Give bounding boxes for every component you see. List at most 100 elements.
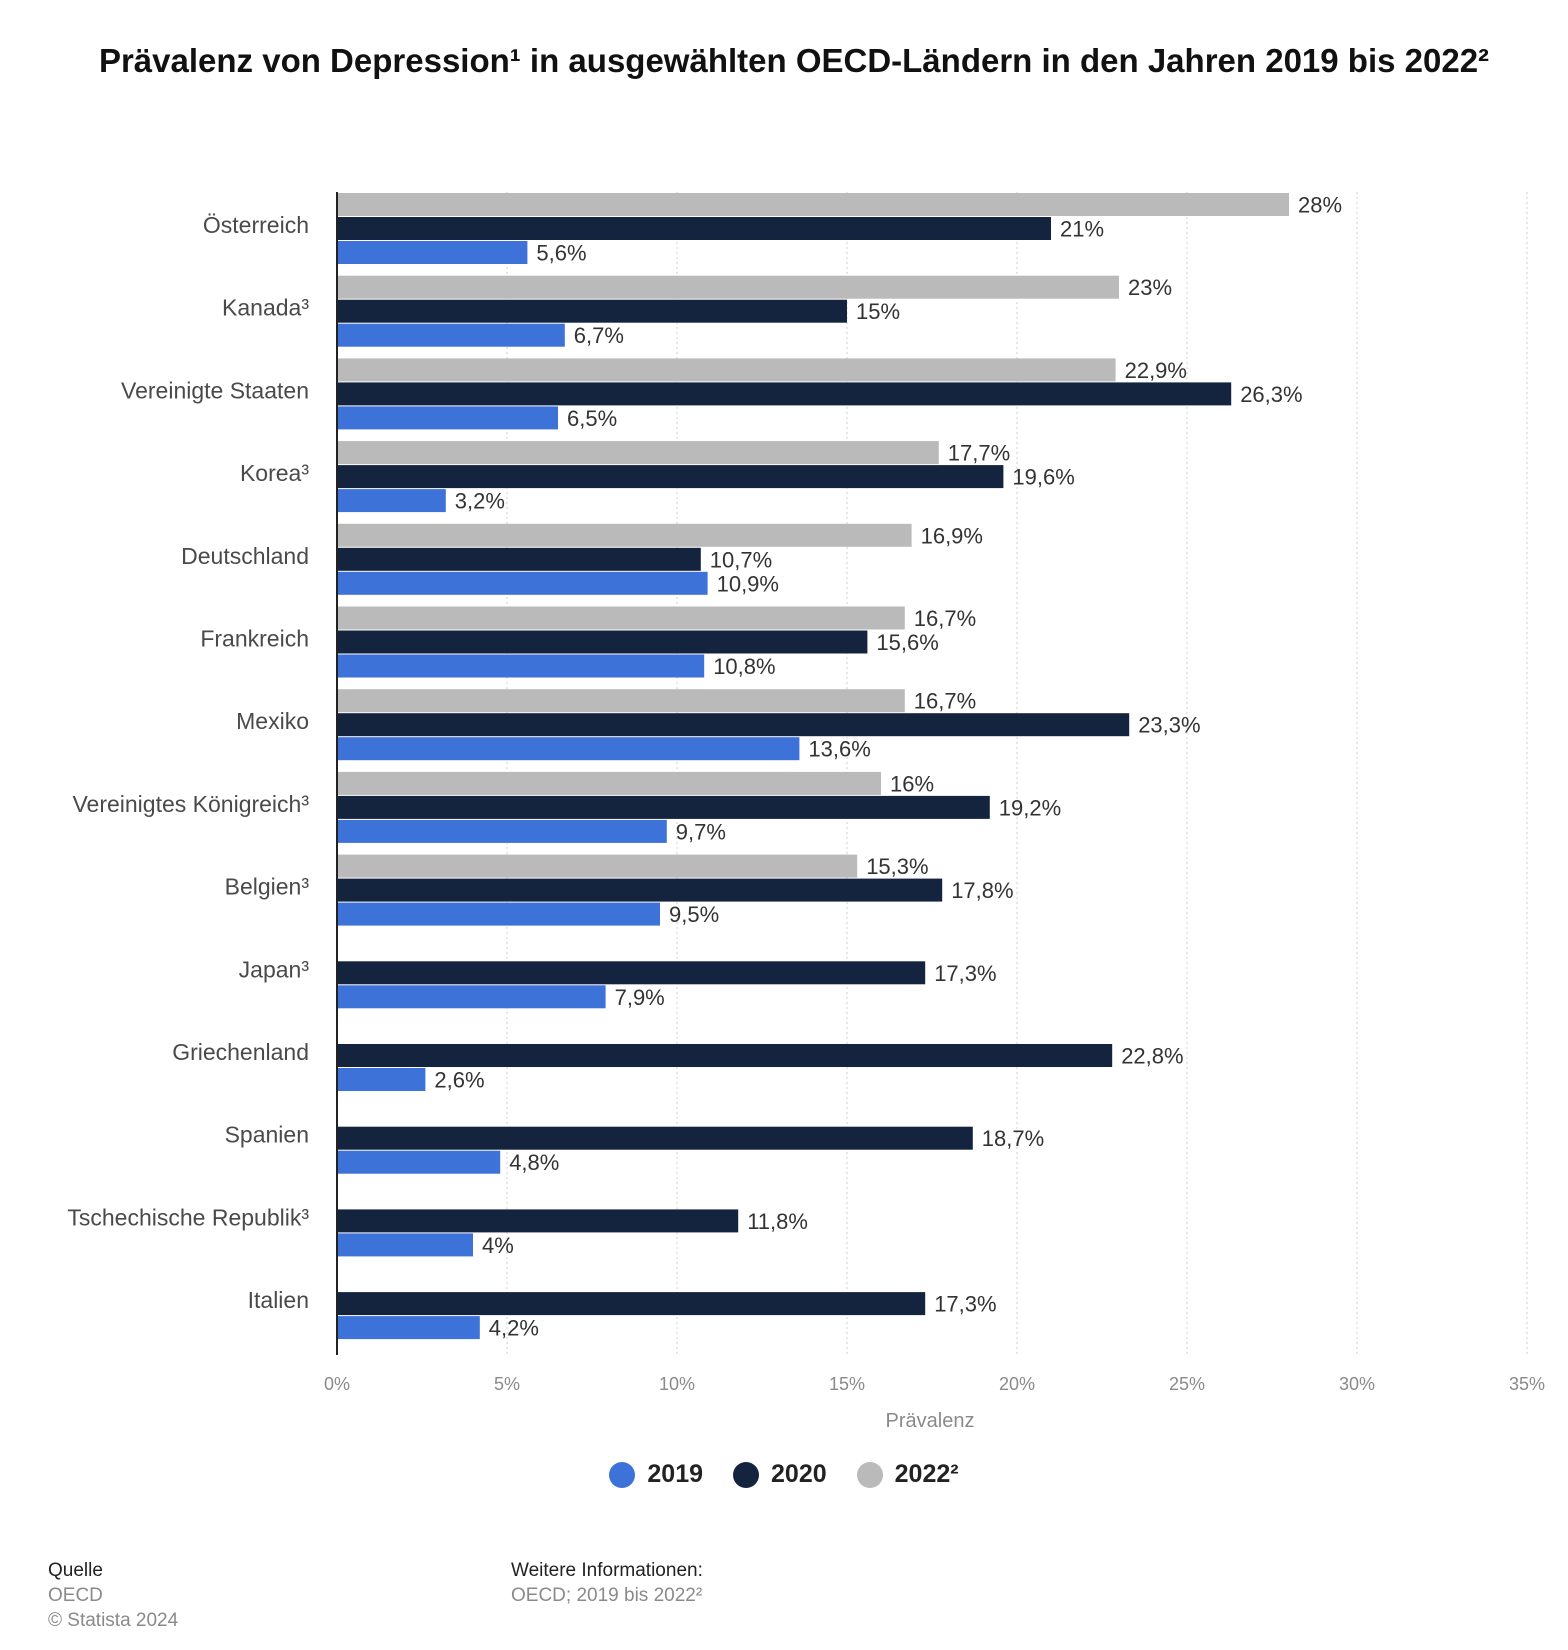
data-label: 4,2% [489, 1316, 539, 1341]
data-label: 5,6% [536, 241, 586, 266]
bar[interactable] [338, 1233, 473, 1257]
category-label: Mexiko [236, 708, 309, 734]
bar[interactable] [338, 547, 701, 571]
bar[interactable] [338, 630, 868, 654]
data-label: 26,3% [1240, 382, 1302, 407]
bar[interactable] [338, 1150, 501, 1174]
category-label: Kanada³ [222, 295, 309, 321]
bar[interactable] [338, 985, 606, 1009]
legend: 2019 2020 2022² [0, 1460, 1568, 1489]
data-label: 21% [1060, 217, 1104, 242]
bar[interactable] [338, 217, 1051, 240]
bar[interactable] [338, 465, 1004, 489]
x-axis-title: Prävalenz [886, 1410, 975, 1432]
bar[interactable] [338, 489, 446, 513]
bar[interactable] [338, 961, 926, 985]
data-label: 22,9% [1125, 358, 1187, 383]
data-label: 3,2% [455, 489, 505, 514]
data-label: 17,7% [948, 441, 1010, 466]
category-label: Spanien [225, 1122, 309, 1148]
x-tick-label: 5% [494, 1374, 520, 1394]
legend-label: 2022² [894, 1460, 959, 1488]
category-label: Vereinigtes Königreich³ [72, 791, 309, 817]
legend-item-2022[interactable]: 2022² [856, 1460, 959, 1489]
bar[interactable] [338, 406, 558, 430]
legend-item-2019[interactable]: 2019 [609, 1460, 703, 1489]
bar[interactable] [338, 689, 905, 713]
data-label: 15,3% [866, 854, 928, 879]
bar[interactable] [338, 1209, 739, 1233]
source-text[interactable]: OECD [48, 1585, 103, 1606]
category-label: Belgien³ [225, 874, 310, 900]
info-text: OECD; 2019 bis 2022² [511, 1585, 703, 1606]
bar[interactable] [338, 299, 847, 323]
source-heading: Quelle [48, 1560, 103, 1581]
info-heading: Weitere Informationen: [511, 1560, 703, 1581]
data-label: 19,2% [999, 795, 1061, 820]
data-label: 9,7% [676, 819, 726, 844]
bar[interactable] [338, 878, 943, 902]
data-label: 16,7% [914, 606, 976, 631]
bar[interactable] [338, 358, 1116, 382]
bar[interactable] [338, 737, 800, 761]
data-label: 17,3% [934, 961, 996, 986]
bar[interactable] [338, 323, 565, 347]
data-label: 19,6% [1012, 465, 1074, 490]
data-label: 7,9% [615, 985, 665, 1010]
bar[interactable] [338, 1316, 480, 1340]
x-tick-label: 30% [1339, 1374, 1375, 1394]
bar[interactable] [338, 241, 528, 264]
x-tick-label: 20% [999, 1374, 1035, 1394]
data-label: 10,8% [713, 654, 775, 679]
bar[interactable] [338, 523, 912, 547]
data-label: 18,7% [982, 1126, 1044, 1151]
data-label: 16,9% [921, 523, 983, 548]
data-label: 16,7% [914, 689, 976, 714]
bar[interactable] [338, 819, 667, 843]
bar[interactable] [338, 275, 1119, 299]
category-labels: Österreich Kanada³ Vereinigte Staaten Korea… [67, 212, 309, 1313]
bar[interactable] [338, 441, 939, 465]
bar[interactable] [338, 571, 708, 595]
data-label: 10,7% [710, 547, 772, 572]
bar[interactable] [338, 654, 705, 678]
category-label: Österreich [203, 212, 309, 238]
data-label: 9,5% [669, 902, 719, 927]
category-label: Frankreich [200, 626, 309, 652]
data-label: 11,8% [747, 1209, 808, 1234]
bar[interactable] [338, 1126, 973, 1150]
bar[interactable] [338, 193, 1289, 216]
bar[interactable] [338, 795, 990, 819]
bar[interactable] [338, 902, 660, 926]
legend-label: 2019 [647, 1460, 704, 1488]
bar[interactable] [338, 1292, 926, 1316]
chart-title: Prävalenz von Depression¹ in ausgewählte… [98, 42, 1490, 79]
bars [338, 193, 1289, 1340]
bar[interactable] [338, 771, 881, 795]
bar[interactable] [338, 1068, 426, 1091]
data-label: 4,8% [509, 1150, 559, 1175]
legend-dot-icon [609, 1461, 636, 1488]
legend-dot-icon [856, 1461, 883, 1488]
data-label: 10,9% [717, 571, 779, 596]
data-label: 15,6% [876, 630, 938, 655]
source-block: Quelle OECD © Statista 2024 [48, 1558, 178, 1633]
bar[interactable] [338, 1044, 1113, 1067]
data-label: 6,5% [567, 406, 617, 431]
bar[interactable] [338, 713, 1130, 737]
data-label: 6,7% [574, 323, 624, 348]
data-label: 2,6% [434, 1068, 484, 1093]
category-label: Vereinigte Staaten [121, 377, 309, 403]
value-labels: 28%21%5,6%23%15%6,7%22,9%26,3%6,5%17,7%1… [434, 193, 1342, 1341]
data-label: 28% [1298, 193, 1342, 218]
data-label: 17,3% [934, 1292, 996, 1317]
category-label: Japan³ [239, 956, 310, 982]
bar[interactable] [338, 606, 905, 630]
legend-dot-icon [733, 1461, 760, 1488]
x-tick-label: 0% [324, 1374, 350, 1394]
bar[interactable] [338, 382, 1232, 406]
category-label: Korea³ [240, 460, 309, 486]
bar[interactable] [338, 854, 858, 878]
data-label: 17,8% [951, 878, 1013, 903]
legend-item-2020[interactable]: 2020 [733, 1460, 827, 1489]
